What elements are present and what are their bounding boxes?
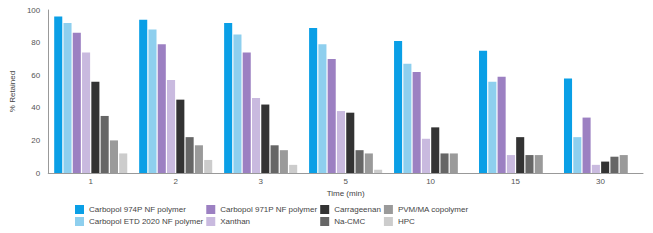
svg-text:% Retained: % Retained: [8, 71, 17, 112]
svg-text:3: 3: [258, 177, 263, 186]
svg-text:PVM/MA copolymer: PVM/MA copolymer: [398, 205, 469, 214]
svg-text:60: 60: [31, 71, 40, 80]
svg-text:30: 30: [596, 177, 605, 186]
svg-text:0: 0: [36, 169, 41, 178]
svg-text:Carbopol ETD 2020 NF polymer: Carbopol ETD 2020 NF polymer: [89, 217, 204, 226]
svg-text:20: 20: [31, 136, 40, 145]
svg-text:5: 5: [343, 177, 348, 186]
svg-text:Na-CMC: Na-CMC: [334, 217, 365, 226]
svg-text:100: 100: [27, 6, 41, 15]
svg-text:Time (min): Time (min): [327, 189, 365, 198]
svg-text:Xanthan: Xanthan: [220, 217, 250, 226]
svg-text:1: 1: [89, 177, 94, 186]
svg-text:10: 10: [426, 177, 435, 186]
svg-text:Carbopol 974P NF polymer: Carbopol 974P NF polymer: [89, 205, 186, 214]
svg-text:80: 80: [31, 38, 40, 47]
svg-text:40: 40: [31, 103, 40, 112]
svg-text:15: 15: [511, 177, 520, 186]
svg-text:HPC: HPC: [398, 217, 415, 226]
svg-text:2: 2: [173, 177, 178, 186]
svg-text:Carrageenan: Carrageenan: [334, 205, 381, 214]
svg-text:Carbopol 971P NF polymer: Carbopol 971P NF polymer: [220, 205, 317, 214]
